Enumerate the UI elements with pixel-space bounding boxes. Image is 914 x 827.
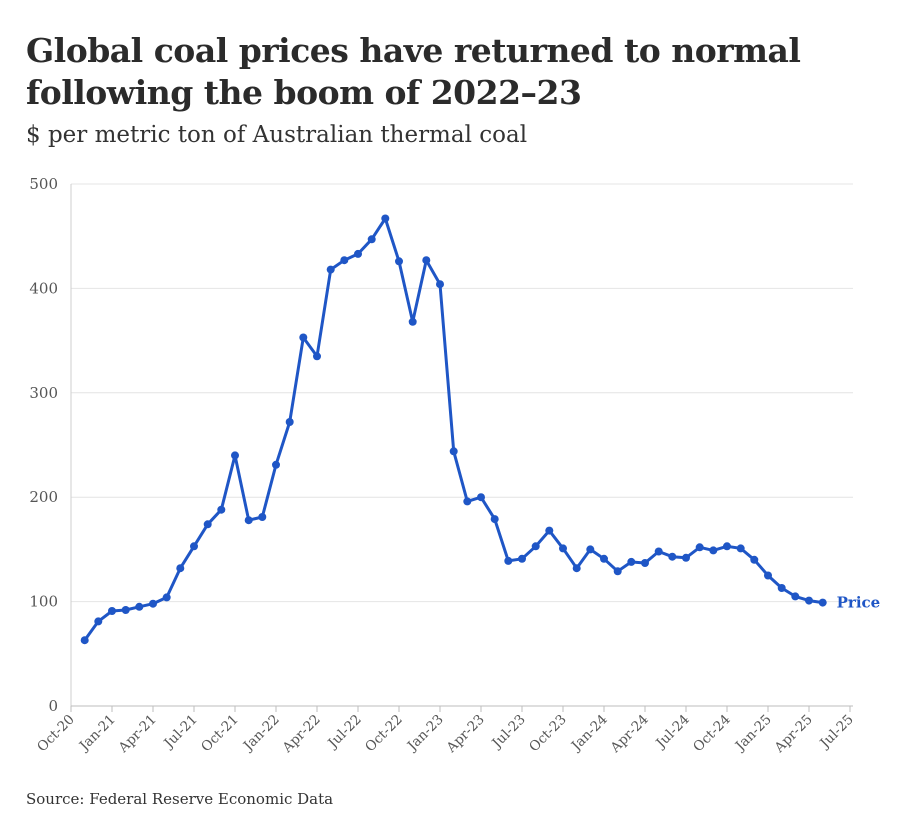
data-point [354,249,362,258]
data-point [477,493,485,502]
data-point [94,617,103,626]
x-tick-label: Jan-22 [239,712,283,756]
data-point [258,513,267,521]
data-point [764,571,772,580]
data-point [449,447,458,456]
data-point [736,544,745,553]
data-point [149,599,157,608]
data-point [272,460,280,469]
x-tick-label: Oct-23 [526,712,570,756]
x-tick-label: Jan-23 [403,712,447,756]
y-tick-label: 100 [29,593,58,611]
series-line [83,217,825,642]
data-point [668,552,677,561]
chart-title: Global coal prices have returned to norm… [26,31,801,112]
data-point [518,554,526,563]
data-point [600,554,608,563]
data-point [395,257,403,266]
gridlines [70,183,853,707]
data-point [723,542,731,551]
x-tick-label: Jul-25 [816,712,857,753]
data-point [545,526,554,535]
data-point [805,596,813,605]
data-point [244,516,253,525]
y-tick-label: 400 [29,279,58,297]
x-tick-label: Jul-23 [488,712,529,753]
y-tick-label: 300 [29,384,58,402]
data-point [559,544,567,553]
data-point [504,556,513,565]
source-note: Source: Federal Reserve Economic Data [26,790,334,808]
data-point [422,256,431,265]
data-point [586,545,595,554]
x-tick-label: Oct-24 [690,712,734,756]
data-point [654,547,663,556]
data-point [572,564,581,573]
data-point [203,520,212,529]
data-point [121,606,130,614]
data-point [217,505,226,514]
data-point [135,602,144,611]
data-point [682,553,690,562]
data-point [695,543,704,552]
data-point [313,352,321,361]
x-tick-label: Jan-21 [75,712,119,756]
data-point [750,555,759,564]
data-point [176,564,185,573]
data-point [641,559,649,567]
data-point [627,557,636,566]
data-point [299,333,308,342]
y-tick-label: 500 [29,175,58,193]
data-point [231,451,239,460]
data-point [340,256,349,265]
y-tick-label: 200 [29,488,58,506]
x-tick-label: Oct-20 [34,712,78,756]
series-price: Price [80,214,881,645]
data-point [80,636,89,645]
x-tick-label: Oct-21 [198,712,242,756]
data-point [791,592,800,601]
x-tick-label: Apr-25 [771,712,816,757]
x-tick-label: Jul-21 [160,712,201,753]
data-point [436,280,444,289]
x-tick-label: Apr-21 [115,712,160,757]
data-point [818,598,827,607]
data-point [326,265,335,274]
chart-subtitle: $ per metric ton of Australian thermal c… [26,122,528,148]
data-point [108,607,116,615]
data-point [367,235,376,244]
x-tick-label: Oct-22 [362,712,406,756]
data-point [613,567,622,576]
series-label-price: Price [837,594,881,612]
x-tick-label: Jul-24 [652,712,693,753]
y-tick-label: 0 [48,697,58,715]
x-tick-label: Apr-23 [443,712,488,757]
data-point [381,214,390,223]
data-point [709,546,718,555]
data-point [408,317,417,326]
data-point [531,542,540,551]
data-point [463,497,472,506]
x-tick-label: Apr-24 [607,712,652,757]
data-point [490,515,499,524]
data-point [190,542,198,551]
data-point [162,593,171,602]
data-point [285,418,294,426]
x-tick-label: Jan-25 [731,712,775,756]
data-point [777,584,786,592]
x-tick-label: Jan-24 [567,712,611,756]
y-axis-ticks: 0 100 200 300 400 500 [29,175,58,715]
x-tick-label: Jul-22 [324,712,365,753]
x-tick-label: Apr-22 [279,712,324,757]
